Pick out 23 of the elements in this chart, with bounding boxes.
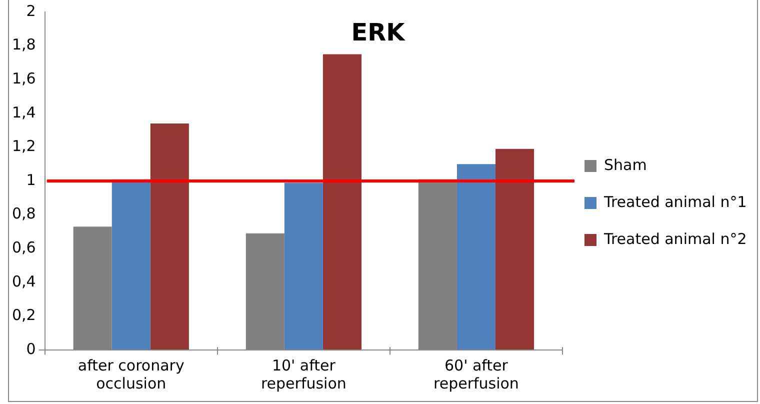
y-tick-label: 1,4 (12, 103, 36, 122)
bar (322, 54, 362, 350)
y-tick-label: 0,2 (12, 306, 36, 324)
legend-label: Treated animal n°1 (603, 192, 747, 211)
y-tick-label: 1,2 (12, 137, 36, 156)
y-tick-label: 0,8 (12, 204, 36, 223)
bar (456, 164, 496, 350)
chart-title: ERK (351, 18, 406, 47)
y-tick-label: 0,6 (12, 238, 36, 256)
x-tick-label: 10' after reperfusion (260, 356, 346, 393)
bar (150, 124, 189, 350)
bar (284, 182, 323, 350)
y-tick-label: 2 (26, 2, 36, 20)
x-tick-label: 60' after reperfusion (434, 356, 519, 393)
y-tick-label: 0,4 (12, 272, 36, 290)
bar (495, 148, 534, 350)
x-tick-label: after coronary occlusion (78, 356, 184, 393)
y-tick-label: 1 (26, 170, 36, 189)
y-tick-label: 1,8 (12, 36, 36, 54)
y-tick-label: 1,6 (12, 69, 36, 88)
legend-label: Sham (604, 156, 647, 174)
legend-label: Treated animal n°2 (603, 230, 747, 248)
y-tick-label: 0 (26, 340, 36, 358)
